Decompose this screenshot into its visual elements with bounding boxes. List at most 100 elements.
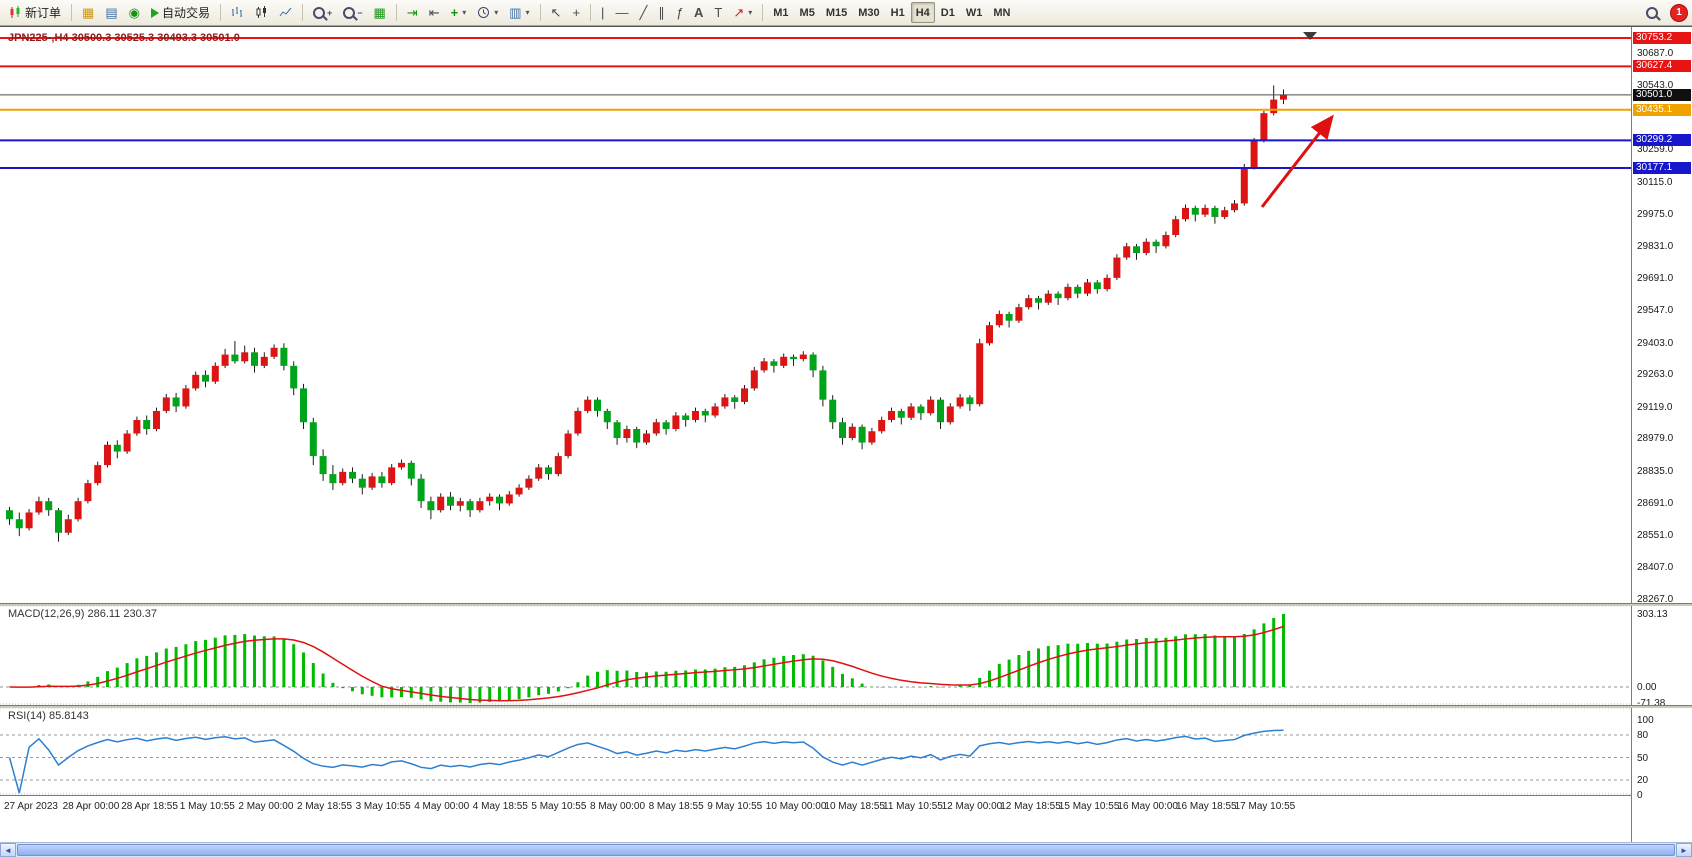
rsi-axis-label: 100 <box>1637 715 1654 726</box>
timeframe-h4[interactable]: H4 <box>910 2 935 23</box>
news-button[interactable]: ◉ <box>124 2 145 23</box>
zoom-out-button[interactable]: − <box>338 2 367 23</box>
chart-shift-marker-icon[interactable] <box>1303 32 1317 40</box>
pane-splitter[interactable] <box>0 705 1692 708</box>
price-axis-label: 30687.0 <box>1637 47 1674 59</box>
crosshair-button[interactable]: + <box>567 2 585 23</box>
macd-pane[interactable] <box>0 605 1631 705</box>
timeframe-mn[interactable]: MN <box>988 2 1015 23</box>
macd-histogram <box>17 614 1285 703</box>
templates-button[interactable]: ▥ ▾ <box>504 2 534 23</box>
toolbar-separator <box>762 4 764 21</box>
channel-icon: ∥ <box>658 5 665 20</box>
line-chart-button[interactable] <box>274 2 297 23</box>
time-axis-label: 8 May 18:55 <box>648 801 704 812</box>
scroll-right-button[interactable]: ► <box>1676 843 1692 857</box>
time-axis-label: 12 May 18:55 <box>1000 801 1061 812</box>
timeframe-d1[interactable]: D1 <box>936 2 960 23</box>
channel-button[interactable]: ∥ <box>653 2 670 23</box>
time-axis-label: 27 Apr 2023 <box>4 801 58 812</box>
chart-shift-icon: ⇤ <box>428 5 440 20</box>
label-icon: T <box>714 5 723 20</box>
price-axis-label: 30543.0 <box>1637 80 1674 92</box>
time-axis-label: 8 May 00:00 <box>590 801 646 812</box>
bar-chart-button[interactable] <box>226 2 249 23</box>
price-badge: 30177.1 <box>1633 161 1691 174</box>
timeframe-w1[interactable]: W1 <box>961 2 988 23</box>
time-axis-label: 12 May 00:00 <box>941 801 1003 812</box>
cursor-button[interactable]: ↖ <box>546 2 567 23</box>
timeframe-h1[interactable]: H1 <box>886 2 910 23</box>
trendline-button[interactable]: ╱ <box>634 2 652 23</box>
candlestick-chart-button[interactable] <box>250 2 273 23</box>
arrows-tool-button[interactable]: ↗ ▾ <box>728 2 757 23</box>
horizontal-scrollbar[interactable]: ◄ ► <box>0 842 1692 857</box>
chart-title: JPN225-,H4 30500.3 30525.3 30493.3 30501… <box>8 32 240 44</box>
trend-arrow-annotation[interactable] <box>1260 114 1334 208</box>
time-axis[interactable]: 27 Apr 2023 28 Apr 00:00 28 Apr 18:55 1 May… <box>0 795 1632 820</box>
dropdown-caret-icon: ▾ <box>748 8 753 17</box>
timeframe-m30[interactable]: M30 <box>853 2 884 23</box>
main-price-chart[interactable] <box>0 29 1631 603</box>
arrow-tool-icon: ↗ <box>733 5 745 20</box>
vertical-line-button[interactable]: | <box>596 2 609 23</box>
fibonacci-button[interactable]: ƒ <box>671 2 688 23</box>
rsi-pane[interactable] <box>0 707 1631 795</box>
charts-button[interactable]: ▦ <box>77 2 99 23</box>
rsi-indicator-label: RSI(14) 85.8143 <box>8 710 89 722</box>
text-button[interactable]: A <box>689 2 708 23</box>
time-axis-label: 28 Apr 18:55 <box>121 801 178 812</box>
search-icon <box>1646 6 1658 19</box>
rsi-axis-label: 50 <box>1637 752 1649 764</box>
price-badge: 30299.2 <box>1633 134 1691 147</box>
price-axis-label: 28979.0 <box>1637 433 1674 445</box>
price-axis-label: 29263.0 <box>1637 369 1674 381</box>
label-button[interactable]: T <box>709 2 727 23</box>
rsi-axis-label: 80 <box>1637 730 1649 741</box>
horizontal-line-button[interactable]: — <box>610 2 633 23</box>
pane-splitter[interactable] <box>0 603 1692 606</box>
price-axis-label: 29975.0 <box>1637 208 1674 220</box>
new-order-button[interactable]: 新订单 <box>4 2 66 23</box>
toolbar-separator <box>301 4 303 21</box>
toolbar-separator <box>590 4 592 21</box>
chart-window: JPN225-,H4 30500.3 30525.3 30493.3 30501… <box>0 26 1692 857</box>
autotrading-label: 自动交易 <box>161 6 210 20</box>
search-button[interactable] <box>1641 2 1663 23</box>
auto-scroll-button[interactable]: ⇥ <box>402 2 423 23</box>
play-icon <box>150 7 159 18</box>
zoom-in-icon <box>312 6 325 19</box>
time-axis-label: 10 May 18:55 <box>824 801 885 812</box>
print-button[interactable]: ▤ <box>100 2 122 23</box>
autotrading-button[interactable]: 自动交易 <box>146 2 215 23</box>
vertical-line-icon: | <box>601 5 605 20</box>
time-axis-label: 5 May 10:55 <box>531 801 587 812</box>
price-axis[interactable]: 30687.0 30543.0 30259.0 30115.0 29975.0 29831… <box>1631 27 1692 857</box>
toolbar-separator <box>219 4 221 21</box>
toolbar: 新订单 ▦ ▤ ◉ 自动交易 + − ▦ ⇥ ⇤ + ▾ ▾ ▥ ▾ ↖ + | —… <box>0 0 1692 26</box>
chart-shift-button[interactable]: ⇤ <box>424 2 445 23</box>
timeframe-m1[interactable]: M1 <box>768 2 793 23</box>
zoom-out-icon <box>343 6 356 19</box>
periods-button[interactable]: ▾ <box>472 2 503 23</box>
print-icon: ▤ <box>105 5 118 20</box>
notification-badge[interactable]: 1 <box>1670 3 1688 22</box>
price-axis-label: 29831.0 <box>1637 241 1674 253</box>
price-axis-label: 29547.0 <box>1637 305 1674 317</box>
time-axis-label: 2 May 00:00 <box>238 801 294 812</box>
charts-icon: ▦ <box>82 5 95 20</box>
chart-plot-region: JPN225-,H4 30500.3 30525.3 30493.3 30501… <box>0 27 1632 857</box>
scrollbar-thumb[interactable] <box>17 844 1675 856</box>
price-axis-label: 28267.0 <box>1637 593 1674 605</box>
tile-windows-button[interactable]: ▦ <box>369 2 391 23</box>
scroll-left-button[interactable]: ◄ <box>0 843 16 857</box>
timeframe-m5[interactable]: M5 <box>795 2 820 23</box>
zoom-in-button[interactable]: + <box>308 2 337 23</box>
horizontal-line-icon: — <box>615 5 629 20</box>
toolbar-separator <box>71 4 73 21</box>
time-axis-label: 3 May 10:55 <box>355 801 411 812</box>
crosshair-icon: + <box>572 5 581 20</box>
bar-chart-icon <box>231 7 242 17</box>
timeframe-m15[interactable]: M15 <box>821 2 852 23</box>
indicators-button[interactable]: + ▾ <box>446 2 472 23</box>
